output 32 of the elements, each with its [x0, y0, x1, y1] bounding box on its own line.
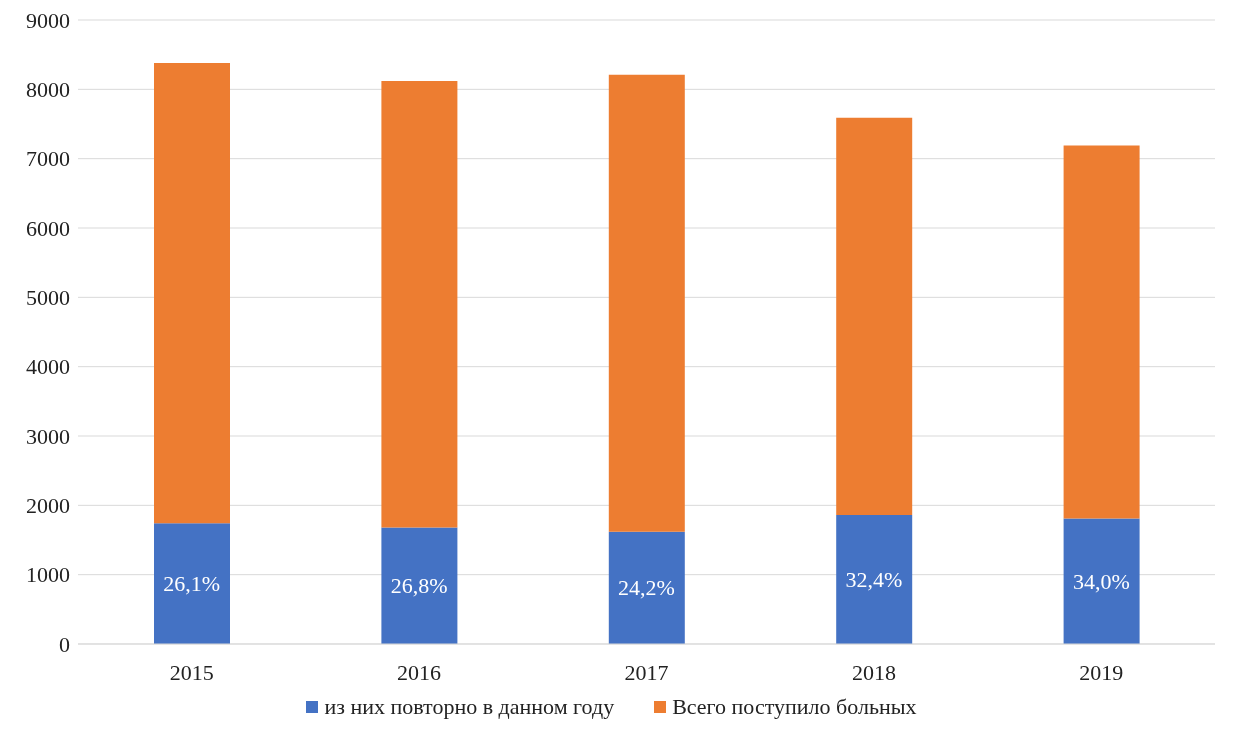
bar — [381, 81, 458, 528]
annotation: 26,8% — [390, 573, 448, 599]
legend-label: Всего поступило больных — [671, 694, 917, 720]
y-tick-label: 3000 — [26, 423, 70, 449]
annotation: 26,1% — [163, 571, 221, 597]
y-tick-label: 8000 — [26, 77, 70, 103]
bar — [1063, 518, 1140, 644]
bar — [1063, 145, 1140, 519]
x-tick-label: 2018 — [851, 659, 896, 685]
legend-label: из них повторно в данном году — [323, 694, 615, 720]
y-tick-label: 2000 — [26, 493, 70, 519]
x-tick-label: 2017 — [624, 659, 669, 685]
y-tick-label: 4000 — [26, 354, 70, 380]
bar — [608, 531, 685, 644]
bar — [154, 523, 230, 644]
y-tick-label: 6000 — [26, 215, 70, 241]
bar — [608, 74, 685, 532]
y-tick-label: 7000 — [26, 146, 70, 172]
bar — [836, 515, 913, 644]
annotation: 34,0% — [1072, 568, 1130, 594]
x-tick-label: 2015 — [169, 659, 214, 685]
bar — [381, 527, 458, 644]
bar — [154, 62, 230, 524]
y-tick-label: 5000 — [26, 285, 70, 311]
y-tick-label: 0 — [59, 631, 70, 657]
x-tick-label: 2016 — [397, 659, 442, 685]
annotation: 24,2% — [618, 575, 675, 601]
y-tick-label: 1000 — [26, 562, 70, 588]
bar — [836, 117, 913, 516]
annotation: 32,4% — [845, 567, 903, 593]
x-tick-label: 2019 — [1079, 659, 1124, 685]
y-tick-label: 9000 — [26, 7, 70, 33]
